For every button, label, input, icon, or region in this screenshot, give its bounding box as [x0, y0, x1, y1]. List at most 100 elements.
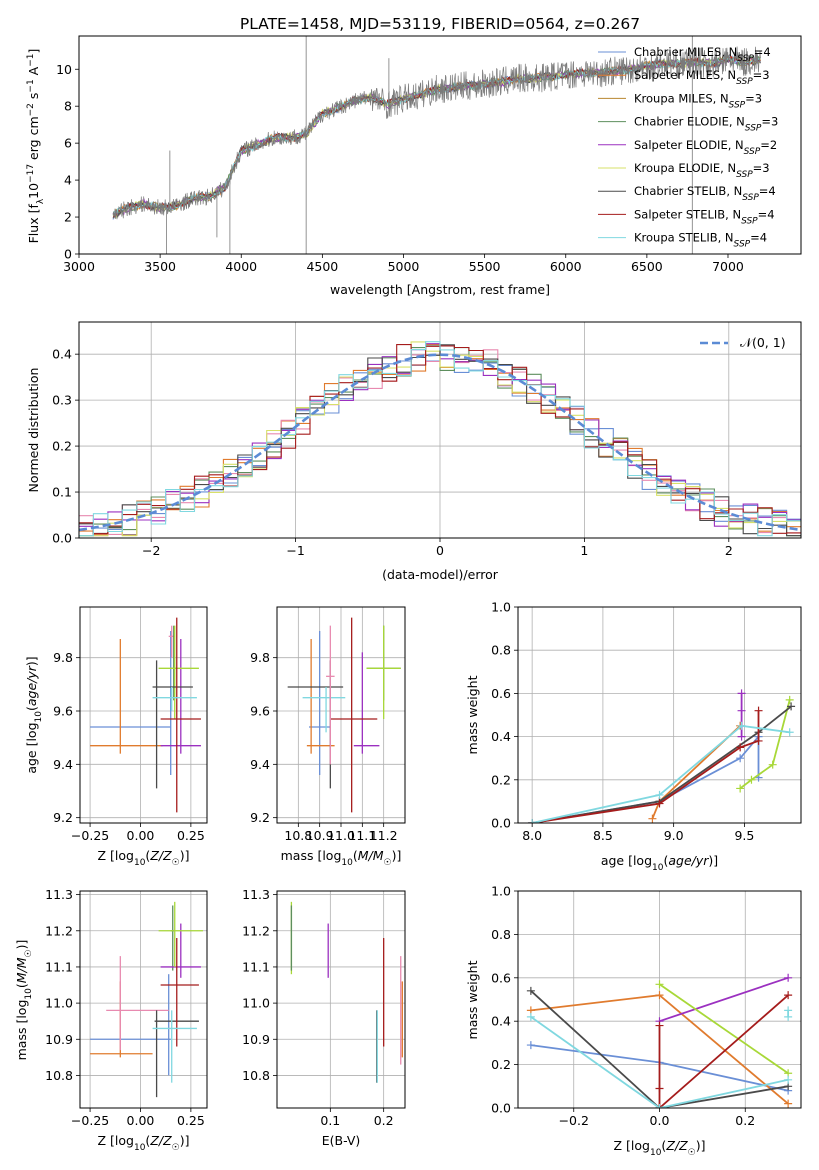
x-tick-label: 2 — [725, 543, 733, 558]
series-marker — [528, 819, 537, 823]
series-marker — [655, 991, 664, 1000]
y-tick-label: 0.2 — [491, 772, 511, 787]
y-tick-label: 0.6 — [491, 970, 511, 985]
x-tick-label: 8.0 — [522, 828, 542, 843]
series-marker — [784, 1099, 793, 1108]
errorbar-point — [287, 660, 344, 789]
y-tick-label: 0.0 — [52, 531, 72, 546]
y-tick-label: 11.1 — [45, 959, 73, 974]
y-tick-label: 10.9 — [45, 1032, 73, 1047]
errorbar-point — [90, 639, 163, 754]
series-line — [658, 994, 789, 1108]
y-tick-label: 6 — [64, 136, 72, 151]
x-tick-label: 1 — [580, 543, 588, 558]
series-marker — [737, 689, 746, 698]
x-axis-label: Z [log10(Z/Z☉)] — [614, 1138, 706, 1158]
y-tick-label: 11.0 — [242, 996, 270, 1011]
x-tick-label: 11.1 — [348, 828, 376, 843]
y-tick-label: 0.1 — [52, 485, 72, 500]
normal-curve — [79, 353, 801, 532]
y-tick-label: 9.6 — [53, 704, 73, 719]
y-tick-label: 9.8 — [53, 650, 73, 665]
y-tick-label: 4 — [64, 173, 72, 188]
x-tick-label: 4500 — [306, 259, 338, 274]
y-axis-label: mass [log10(M/M☉)] — [14, 940, 34, 1061]
plot-area — [90, 617, 201, 813]
x-tick-label: 0.0 — [650, 1113, 670, 1128]
x-axis-label: E(B-V) — [322, 1133, 361, 1148]
x-tick-label: −0.25 — [71, 828, 109, 843]
x-tick-label: 0.25 — [177, 828, 205, 843]
errorbar-point — [90, 974, 171, 1076]
x-tick-label: 0 — [436, 543, 444, 558]
series-marker — [655, 799, 664, 808]
x-axis-label: mass [log10(M/M☉)] — [281, 848, 402, 868]
y-tick-label: 10.8 — [242, 1068, 270, 1083]
y-tick-label: 9.8 — [250, 650, 270, 665]
errorbar-point — [90, 631, 172, 775]
errorbar-point — [160, 639, 201, 754]
series-line — [651, 725, 741, 820]
errorbar-point — [158, 901, 203, 967]
y-tick-label: 9.2 — [53, 810, 73, 825]
series-line — [739, 699, 791, 790]
series-marker — [648, 814, 657, 823]
y-axis-label: mass weight — [465, 960, 480, 1039]
axes-frame — [517, 606, 802, 824]
legend-entry: Chabrier ELODIE, NSSP=3 — [634, 115, 778, 134]
y-tick-label: 10 — [56, 62, 72, 77]
x-tick-label: 4000 — [225, 259, 257, 274]
y-tick-label: 0.2 — [52, 439, 72, 454]
errorbar-point — [90, 981, 153, 1058]
hist-kroupa_stelib — [79, 341, 801, 537]
series-marker — [655, 790, 664, 799]
y-tick-label: 11.2 — [242, 923, 270, 938]
x-tick-label: 9.0 — [664, 828, 684, 843]
errorbar-point — [152, 660, 193, 789]
errorbar-point — [366, 625, 401, 719]
x-tick-label: 0.2 — [374, 1113, 394, 1128]
errorbar-point — [152, 687, 197, 711]
x-axis-label: Z [log10(Z/Z☉)] — [98, 1133, 190, 1153]
series-marker — [737, 732, 746, 741]
y-tick-label: 11.0 — [45, 996, 73, 1011]
y-axis-label: Normed distribution — [26, 368, 41, 493]
x-tick-label: 6500 — [631, 259, 663, 274]
series-marker — [526, 1012, 535, 1021]
y-tick-label: 0.6 — [491, 686, 511, 701]
chart-mass-weight-vs-Z: −0.2 0.0 0.2 0.0 0.2 0.4 0.6 0.8 1.0 Z [log10(Z/Z… — [465, 884, 802, 1158]
series-marker — [754, 736, 763, 745]
x-axis-label: wavelength [Angstrom, rest frame] — [330, 282, 550, 297]
series-marker — [526, 986, 535, 995]
x-tick-label: 11.0 — [327, 828, 355, 843]
series-marker — [736, 784, 745, 793]
errorbar-point — [160, 938, 199, 1047]
plot-area — [287, 617, 401, 813]
series-marker — [736, 743, 745, 752]
figure-title: PLATE=1458, MJD=53119, FIBERID=0564, z=0… — [240, 15, 640, 33]
y-axis-label: age [log10(age/yr)] — [24, 656, 44, 773]
errorbar-point — [158, 625, 199, 719]
y-tick-label: 11.3 — [242, 887, 270, 902]
y-tick-label: 0.0 — [491, 1101, 511, 1116]
errorbar-point — [302, 687, 346, 733]
series-line — [658, 983, 789, 1075]
x-axis-label: age [log10(age/yr)] — [601, 853, 718, 873]
plot-area — [528, 689, 796, 823]
x-tick-label: −2 — [142, 543, 160, 558]
plot-area — [526, 973, 793, 1108]
x-tick-label: 11.2 — [370, 828, 398, 843]
y-tick-label: 0.4 — [491, 1014, 511, 1029]
x-tick-label: 5000 — [388, 259, 420, 274]
y-tick-label: 1.0 — [491, 600, 511, 615]
y-tick-label: 11.1 — [242, 959, 270, 974]
y-tick-label: 0.8 — [491, 643, 511, 658]
x-tick-label: 9.5 — [734, 828, 754, 843]
series-line — [531, 724, 790, 823]
plot-area — [79, 341, 801, 537]
y-tick-label: 10.8 — [45, 1068, 73, 1083]
y-tick-label: 0.0 — [491, 816, 511, 831]
series-line — [531, 705, 792, 823]
y-tick-label: 0.8 — [491, 927, 511, 942]
series-marker — [768, 760, 777, 769]
